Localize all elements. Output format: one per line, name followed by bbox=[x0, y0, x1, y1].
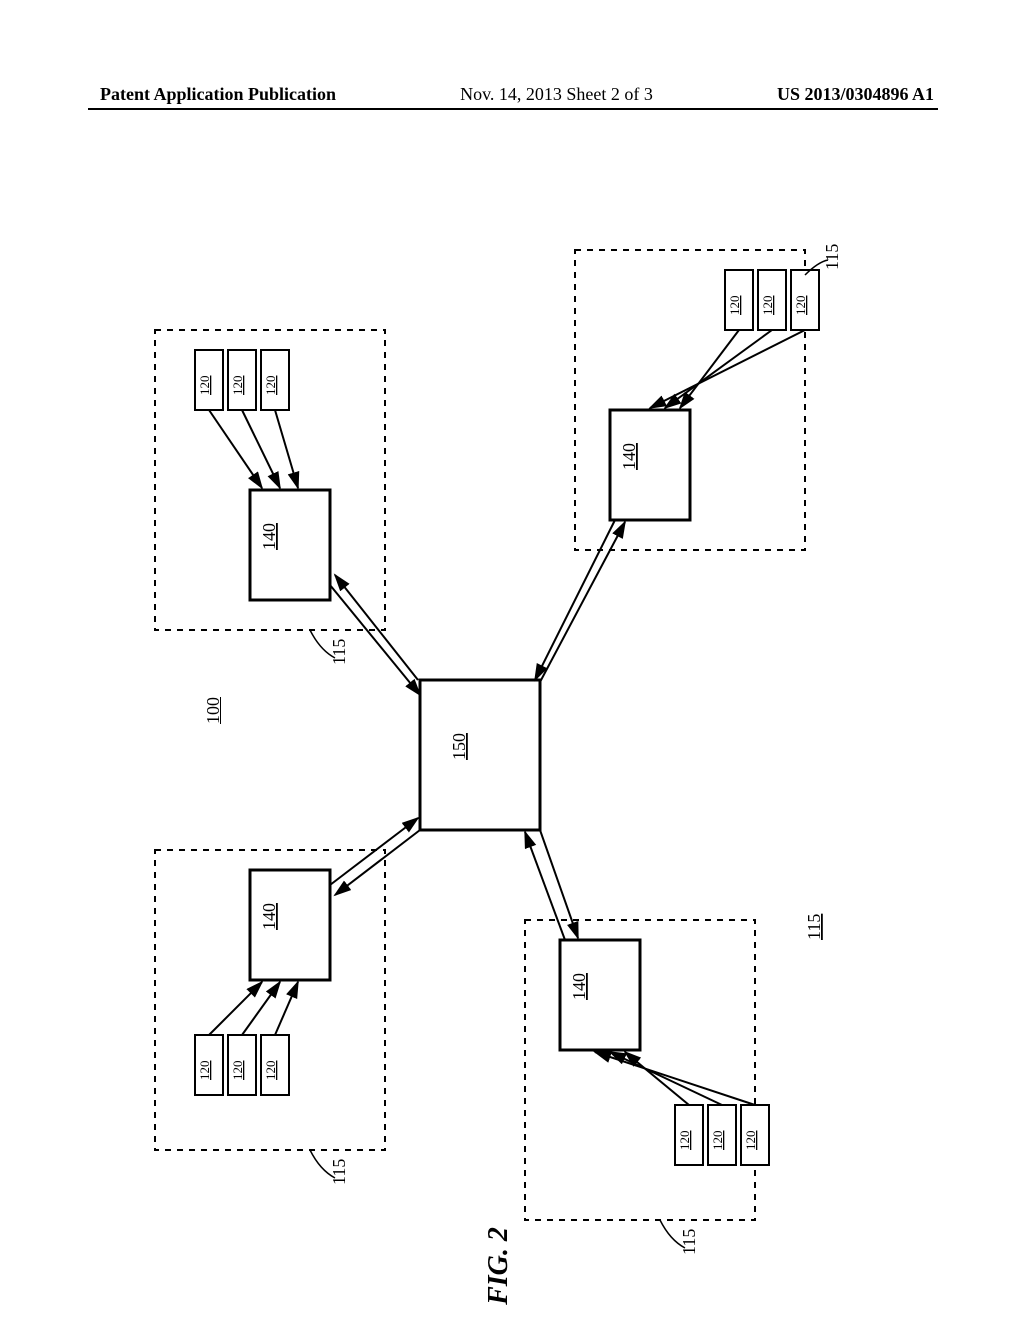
svg-text:115: 115 bbox=[329, 1159, 349, 1185]
svg-text:120: 120 bbox=[743, 1131, 758, 1151]
svg-text:140: 140 bbox=[569, 973, 589, 1000]
svg-text:120: 120 bbox=[263, 376, 278, 396]
svg-text:120: 120 bbox=[727, 296, 742, 316]
svg-text:115: 115 bbox=[329, 639, 349, 665]
nodes-tr: 120 120 120 bbox=[725, 270, 819, 330]
svg-text:140: 140 bbox=[259, 523, 279, 550]
nodes-bl: 120 120 120 bbox=[195, 1035, 289, 1095]
svg-text:120: 120 bbox=[197, 376, 212, 396]
patent-page: Patent Application Publication Nov. 14, … bbox=[0, 0, 1024, 1320]
central-node: 150 bbox=[420, 680, 540, 830]
svg-text:120: 120 bbox=[677, 1131, 692, 1151]
svg-text:115: 115 bbox=[804, 914, 824, 940]
svg-text:115: 115 bbox=[679, 1229, 699, 1255]
group-tr: 140 120 120 120 115 bbox=[575, 244, 842, 550]
svg-text:120: 120 bbox=[760, 296, 775, 316]
svg-text:140: 140 bbox=[619, 443, 639, 470]
nodes-tl: 120 120 120 bbox=[195, 350, 289, 410]
nodes-br: 120 120 120 bbox=[675, 1105, 769, 1165]
group-br: 140 120 120 120 115 115 bbox=[525, 914, 824, 1255]
central-label: 150 bbox=[449, 733, 469, 760]
svg-text:120: 120 bbox=[197, 1061, 212, 1081]
diagram-svg: 150 140 120 120 120 115 bbox=[0, 0, 1024, 1320]
svg-text:120: 120 bbox=[793, 296, 808, 316]
svg-text:120: 120 bbox=[263, 1061, 278, 1081]
svg-text:120: 120 bbox=[230, 376, 245, 396]
group-tl: 140 120 120 120 115 bbox=[155, 330, 385, 665]
svg-text:120: 120 bbox=[710, 1131, 725, 1151]
group-bl: 140 120 120 120 115 bbox=[155, 850, 385, 1185]
svg-text:140: 140 bbox=[259, 903, 279, 930]
svg-text:115: 115 bbox=[822, 244, 842, 270]
svg-text:120: 120 bbox=[230, 1061, 245, 1081]
